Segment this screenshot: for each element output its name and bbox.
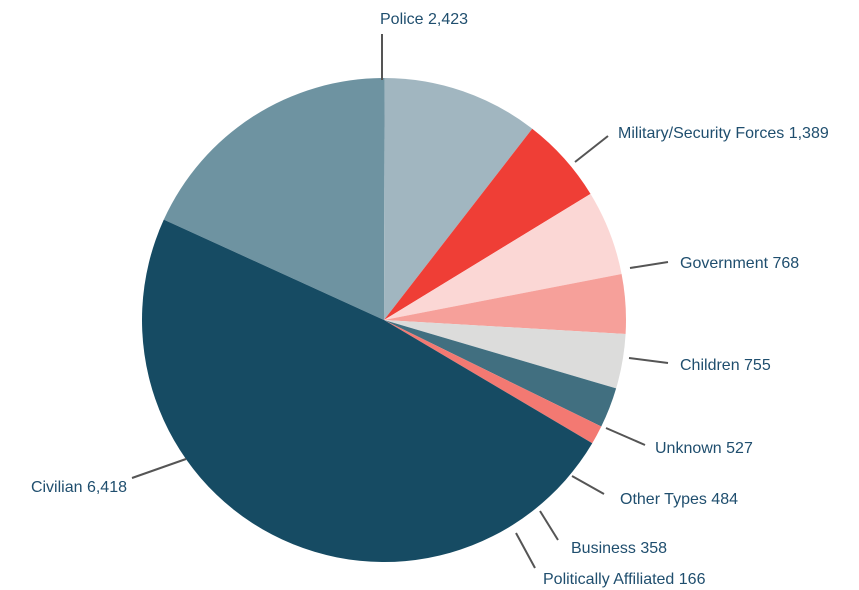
pie-slice-politically-affiliated [384, 320, 602, 444]
pie-slice-civilian [142, 219, 593, 562]
pie-slice-government [384, 128, 591, 320]
pie-slice-police [163, 78, 385, 321]
leader-line-politically-affiliated [515, 532, 536, 569]
pie-slice-unknown [384, 273, 627, 334]
slice-label-unknown: Unknown 527 [655, 440, 753, 457]
slice-label-other-types: Other Types 484 [620, 491, 738, 508]
slice-label-business: Business 358 [571, 540, 667, 557]
slice-labels: Police 2,423 Military/Security Forces 1,3… [31, 11, 829, 588]
pie-slice-business [384, 320, 617, 427]
pie-slice-other-types [384, 320, 626, 389]
leader-line-government [629, 261, 669, 269]
leader-line-children [628, 357, 669, 364]
slice-label-children: Children 755 [680, 357, 771, 374]
slice-label-police: Police 2,423 [380, 11, 468, 28]
leader-line-military-security-forces [574, 135, 609, 163]
slice-label-civilian: Civilian 6,418 [31, 479, 127, 496]
leader-line-business [539, 510, 559, 541]
pie-slices [142, 78, 627, 562]
pie-slice-military-security-forces [384, 78, 533, 320]
leader-line-other-types [571, 475, 605, 495]
pie-slice-children [384, 193, 622, 320]
slice-label-military-security-forces: Military/Security Forces 1,389 [618, 125, 829, 142]
leader-line-unknown [605, 427, 646, 446]
slice-label-politically-affiliated: Politically Affiliated 166 [543, 571, 706, 588]
slice-label-government: Government 768 [680, 255, 799, 272]
leader-lines [131, 34, 669, 569]
leader-line-civilian [131, 458, 187, 479]
